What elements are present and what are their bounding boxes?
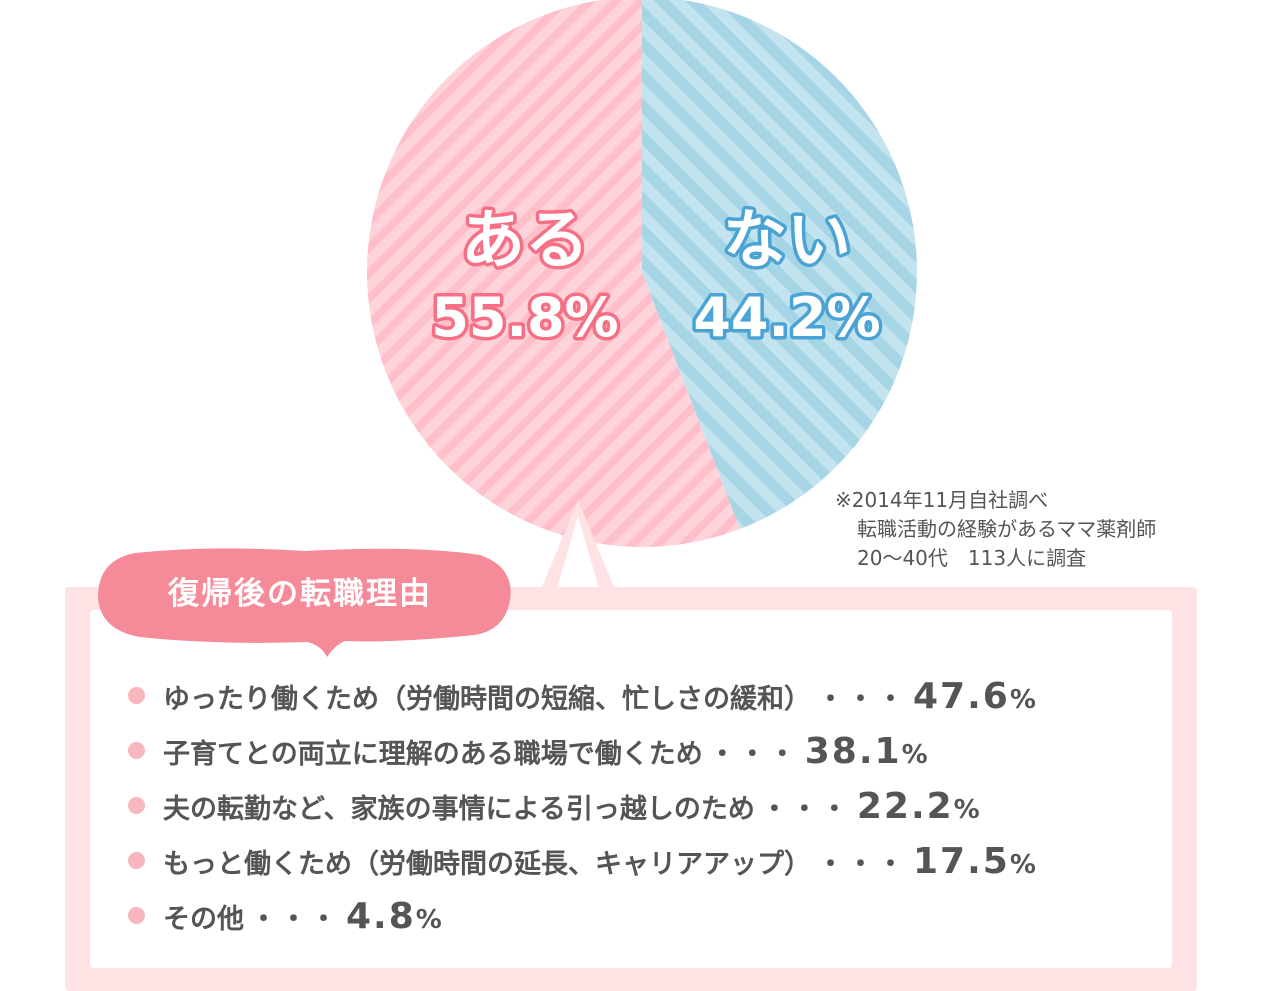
pie-slice-2 [642, 0, 917, 529]
reason-percent: 17.5 [913, 841, 1010, 882]
reason-separator: ・・・ [817, 684, 907, 715]
note-line-3: 20～40代 113人に調査 [857, 546, 1087, 570]
reason-label: もっと働くため（労働時間の延長、キャリアアップ） [163, 849, 811, 880]
list-item: 子育てとの両立に理解のある職場で働くため ・・・ 38.1 % [128, 731, 1036, 786]
bullet-icon [128, 852, 145, 869]
title-bubble [98, 548, 511, 657]
slice-value-2: 44.2% [693, 286, 880, 349]
list-item: ゆったり働くため（労働時間の短縮、忙しさの緩和） ・・・ 47.6 % [128, 676, 1036, 731]
pie-slice-1 [367, 0, 741, 547]
note-line-2: 転職活動の経験があるママ薬剤師 [857, 517, 1157, 541]
reasons-title: 復帰後の転職理由 [168, 576, 432, 612]
slice-label-1: ある [461, 204, 589, 278]
reason-percent: 4.8 [346, 896, 416, 937]
panel-pointer [540, 500, 616, 592]
bullet-icon [128, 907, 145, 924]
reason-label: その他 [163, 904, 244, 935]
reasons-list: ゆったり働くため（労働時間の短縮、忙しさの緩和） ・・・ 47.6 % 子育てと… [128, 676, 1036, 951]
reason-percent-unit: % [901, 740, 928, 770]
reason-percent: 38.1 [804, 731, 902, 772]
reason-separator: ・・・ [250, 904, 340, 935]
slice-label-2: ない [723, 204, 851, 278]
reason-separator: ・・・ [760, 794, 851, 825]
reason-separator: ・・・ [708, 739, 799, 770]
reason-percent-unit: % [1009, 685, 1036, 715]
list-item: その他 ・・・ 4.8 % [128, 896, 1036, 951]
reason-label: 子育てとの両立に理解のある職場で働くため [163, 739, 703, 770]
reason-percent: 22.2 [856, 786, 954, 827]
note-line-1: ※2014年11月自社調べ [835, 488, 1049, 512]
pie-chart: ある 55.8% ない 44.2% [367, 0, 917, 547]
reason-label: 夫の転勤など、家族の事情による引っ越しのため [163, 794, 755, 825]
reason-percent-unit: % [953, 795, 980, 825]
reason-percent-unit: % [415, 905, 442, 935]
reasons-panel-inner [90, 610, 1172, 968]
reason-label: ゆったり働くため（労働時間の短縮、忙しさの緩和） [163, 684, 811, 715]
list-item: 夫の転勤など、家族の事情による引っ越しのため ・・・ 22.2 % [128, 786, 1036, 841]
bullet-icon [128, 687, 145, 704]
list-item: もっと働くため（労働時間の延長、キャリアアップ） ・・・ 17.5 % [128, 841, 1036, 896]
reason-percent: 47.6 [913, 676, 1010, 717]
survey-note: ※2014年11月自社調べ 転職活動の経験があるママ薬剤師 20～40代 113… [835, 486, 1156, 573]
reason-separator: ・・・ [817, 849, 907, 880]
reason-percent-unit: % [1009, 850, 1036, 880]
bullet-icon [128, 797, 145, 814]
bullet-icon [128, 742, 145, 759]
slice-value-1: 55.8% [431, 286, 618, 349]
